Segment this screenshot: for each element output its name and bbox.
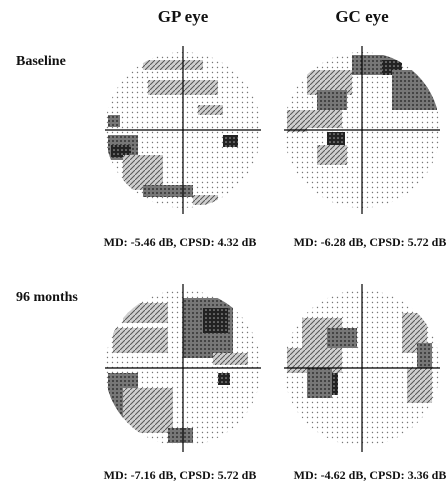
defect-patch bbox=[143, 185, 193, 197]
defect-patch bbox=[203, 308, 228, 333]
column-header: GP eye bbox=[158, 7, 209, 26]
defect-patch bbox=[143, 60, 203, 70]
defect-patch bbox=[123, 155, 163, 190]
row-label: Baseline bbox=[16, 54, 66, 69]
defect-patch bbox=[223, 135, 238, 147]
defect-patch bbox=[113, 328, 168, 353]
figure: GP eye GC eye Baseline 96 months MD: -5.… bbox=[0, 0, 448, 488]
defect-patch bbox=[218, 373, 230, 385]
caption: MD: -5.46 dB, CPSD: 4.32 dB bbox=[104, 235, 257, 249]
row-label: 96 months bbox=[16, 290, 78, 305]
defect-patch bbox=[307, 368, 332, 398]
caption: MD: -6.28 dB, CPSD: 5.72 dB bbox=[294, 235, 447, 249]
defect-patch bbox=[417, 343, 432, 368]
caption: MD: -7.16 dB, CPSD: 5.72 dB bbox=[104, 468, 257, 482]
defect-patch bbox=[317, 145, 347, 165]
defect-patch bbox=[317, 90, 347, 110]
defect-patch bbox=[168, 428, 193, 443]
defect-patch bbox=[123, 388, 173, 433]
defect-patch bbox=[327, 328, 357, 348]
defect-patch bbox=[108, 115, 120, 127]
defect-patch bbox=[392, 70, 437, 110]
page: {"columns": ["GP eye", "GC eye"], "rows"… bbox=[0, 0, 448, 488]
defect-patch bbox=[198, 105, 223, 115]
caption: MD: -4.62 dB, CPSD: 3.36 dB bbox=[294, 468, 447, 482]
defect-patch bbox=[213, 353, 248, 365]
defect-patch bbox=[407, 368, 432, 403]
column-header: GC eye bbox=[335, 7, 389, 26]
defect-patch bbox=[193, 195, 218, 205]
defect-patch bbox=[123, 303, 168, 323]
